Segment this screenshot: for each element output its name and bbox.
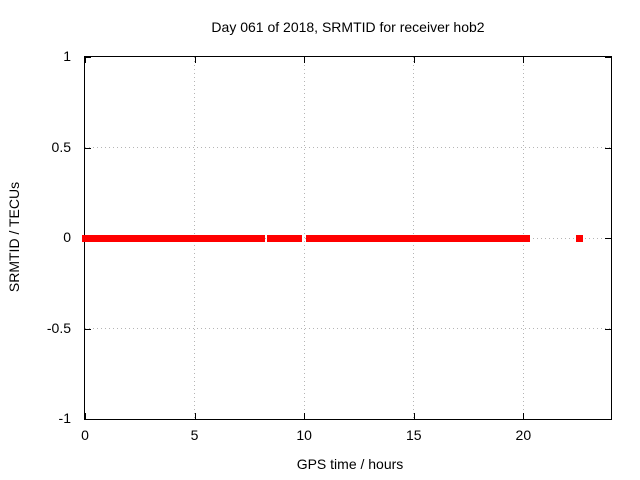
x-tick [413,413,415,419]
data-segment [305,235,530,242]
y-tick-label: -0.5 [46,319,71,336]
x-tick-label: 0 [81,427,89,443]
y-tick [85,419,91,420]
x-tick [523,413,525,419]
chart-title: Day 061 of 2018, SRMTID for receiver hob… [211,19,485,35]
y-gridline [85,147,611,148]
y-tick-mirror [605,147,611,149]
data-segment [267,235,303,242]
y-tick-mirror [605,238,611,239]
y-gridline [85,328,611,329]
x-tick-label: 15 [405,427,422,443]
y-tick [85,328,91,330]
x-gridline [303,57,305,419]
x-tick-mirror [304,57,306,63]
x-tick [194,413,196,419]
x-tick-label: 10 [296,427,312,443]
x-tick-label: 20 [515,427,532,443]
x-tick [85,413,86,419]
x-tick-mirror [413,57,415,63]
y-tick-mirror [605,328,611,330]
y-tick-label: -1 [58,410,71,426]
x-tick-mirror [523,57,525,63]
y-tick [85,57,91,58]
x-tick-label: 5 [190,427,199,443]
x-tick [304,413,306,419]
y-tick-label: 0 [63,229,71,245]
y-tick-mirror [605,57,611,58]
x-axis-label: GPS time / hours [296,456,404,472]
data-segment [82,235,266,242]
y-tick [85,147,91,149]
y-tick-mirror [605,419,611,420]
y-tick-label: 0.5 [51,138,71,155]
x-tick-mirror [85,57,86,63]
x-tick-mirror [194,57,196,63]
y-tick-label: 1 [63,48,71,64]
data-point [576,235,584,242]
